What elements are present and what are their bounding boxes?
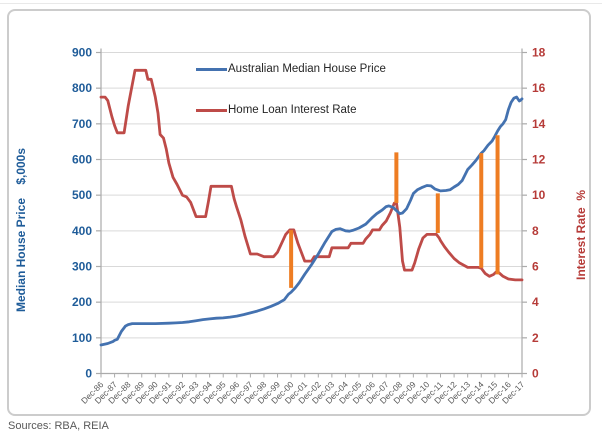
- svg-text:4: 4: [532, 295, 539, 309]
- svg-text:18: 18: [532, 46, 546, 60]
- legend-line-sample-red: [196, 108, 227, 112]
- interest-rate-line: [99, 68, 524, 282]
- svg-text:300: 300: [72, 260, 92, 274]
- right-axis-tick-labels: 0 2 4 6 8 10 12 14 16 18: [532, 46, 546, 381]
- svg-text:800: 800: [72, 81, 92, 95]
- gridlines: [101, 52, 522, 339]
- legend-line-sample-blue: [196, 67, 227, 71]
- svg-text:600: 600: [72, 153, 92, 167]
- svg-text:8: 8: [532, 224, 539, 238]
- svg-text:10: 10: [532, 188, 546, 202]
- left-axis-tick-labels: 0 100 200 300 400 500 600 700 800 900: [72, 46, 92, 381]
- svg-text:16: 16: [532, 81, 546, 95]
- svg-text:14: 14: [532, 117, 546, 131]
- svg-text:0: 0: [85, 367, 92, 381]
- legend-label-house-price: Australian Median House Price: [228, 63, 386, 75]
- svg-text:900: 900: [72, 46, 92, 60]
- svg-text:100: 100: [72, 331, 92, 345]
- legend-item-house-price: Australian Median House Price: [196, 61, 386, 77]
- svg-text:200: 200: [72, 295, 92, 309]
- chart-legend: Australian Median House Price Home Loan …: [196, 61, 386, 118]
- svg-text:12: 12: [532, 153, 546, 167]
- svg-text:0: 0: [532, 367, 539, 381]
- legend-label-interest-rate: Home Loan Interest Rate: [228, 104, 357, 116]
- annotation-bars: [289, 135, 500, 288]
- left-axis-title: Median House Price $,000s: [14, 147, 28, 313]
- window-edge-line: [0, 3, 602, 4]
- house-price-line: [99, 95, 524, 347]
- svg-text:500: 500: [72, 188, 92, 202]
- right-axis-title: Interest Rate %: [574, 189, 588, 281]
- svg-text:400: 400: [72, 224, 92, 238]
- svg-text:2: 2: [532, 331, 539, 345]
- svg-text:6: 6: [532, 260, 539, 274]
- svg-text:700: 700: [72, 117, 92, 131]
- chart-border: [7, 9, 591, 416]
- legend-item-interest-rate: Home Loan Interest Rate: [196, 102, 386, 118]
- axes: [96, 48, 527, 378]
- x-axis-tick-labels: Dec-86Dec-87Dec-88Dec-89Dec-90Dec-91Dec-…: [79, 379, 527, 406]
- source-note: Sources: RBA, REIA: [8, 420, 109, 432]
